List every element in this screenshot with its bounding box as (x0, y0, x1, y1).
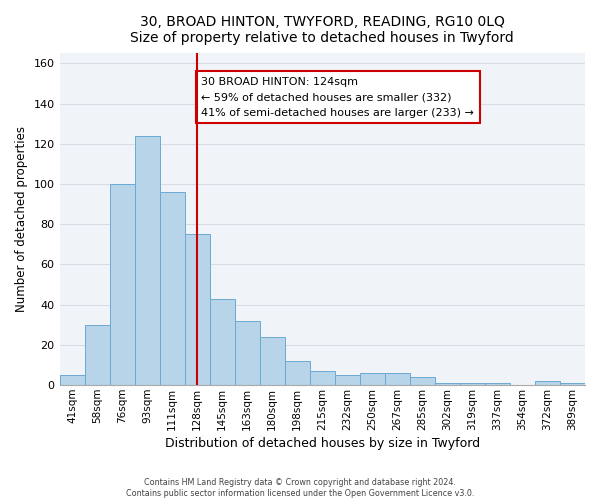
Bar (485, 383, 510, 385)
Bar (460, 383, 485, 385)
Bar (209, 298, 235, 385)
Bar (535, 381, 560, 385)
Bar (310, 371, 335, 385)
Bar (435, 383, 460, 385)
Bar (235, 321, 260, 385)
Bar (85, 325, 110, 385)
Bar (560, 383, 585, 385)
Text: Contains HM Land Registry data © Crown copyright and database right 2024.
Contai: Contains HM Land Registry data © Crown c… (126, 478, 474, 498)
Bar (185, 234, 209, 385)
Y-axis label: Number of detached properties: Number of detached properties (15, 126, 28, 312)
Bar (335, 375, 360, 385)
Bar (260, 337, 285, 385)
Title: 30, BROAD HINTON, TWYFORD, READING, RG10 0LQ
Size of property relative to detach: 30, BROAD HINTON, TWYFORD, READING, RG10… (130, 15, 514, 45)
Bar (59, 375, 85, 385)
X-axis label: Distribution of detached houses by size in Twyford: Distribution of detached houses by size … (165, 437, 480, 450)
Bar (385, 373, 410, 385)
Text: 30 BROAD HINTON: 124sqm
← 59% of detached houses are smaller (332)
41% of semi-d: 30 BROAD HINTON: 124sqm ← 59% of detache… (202, 76, 474, 118)
Bar (160, 192, 185, 385)
Bar (285, 361, 310, 385)
Bar (110, 184, 134, 385)
Bar (134, 136, 160, 385)
Bar (410, 377, 435, 385)
Bar (360, 373, 385, 385)
